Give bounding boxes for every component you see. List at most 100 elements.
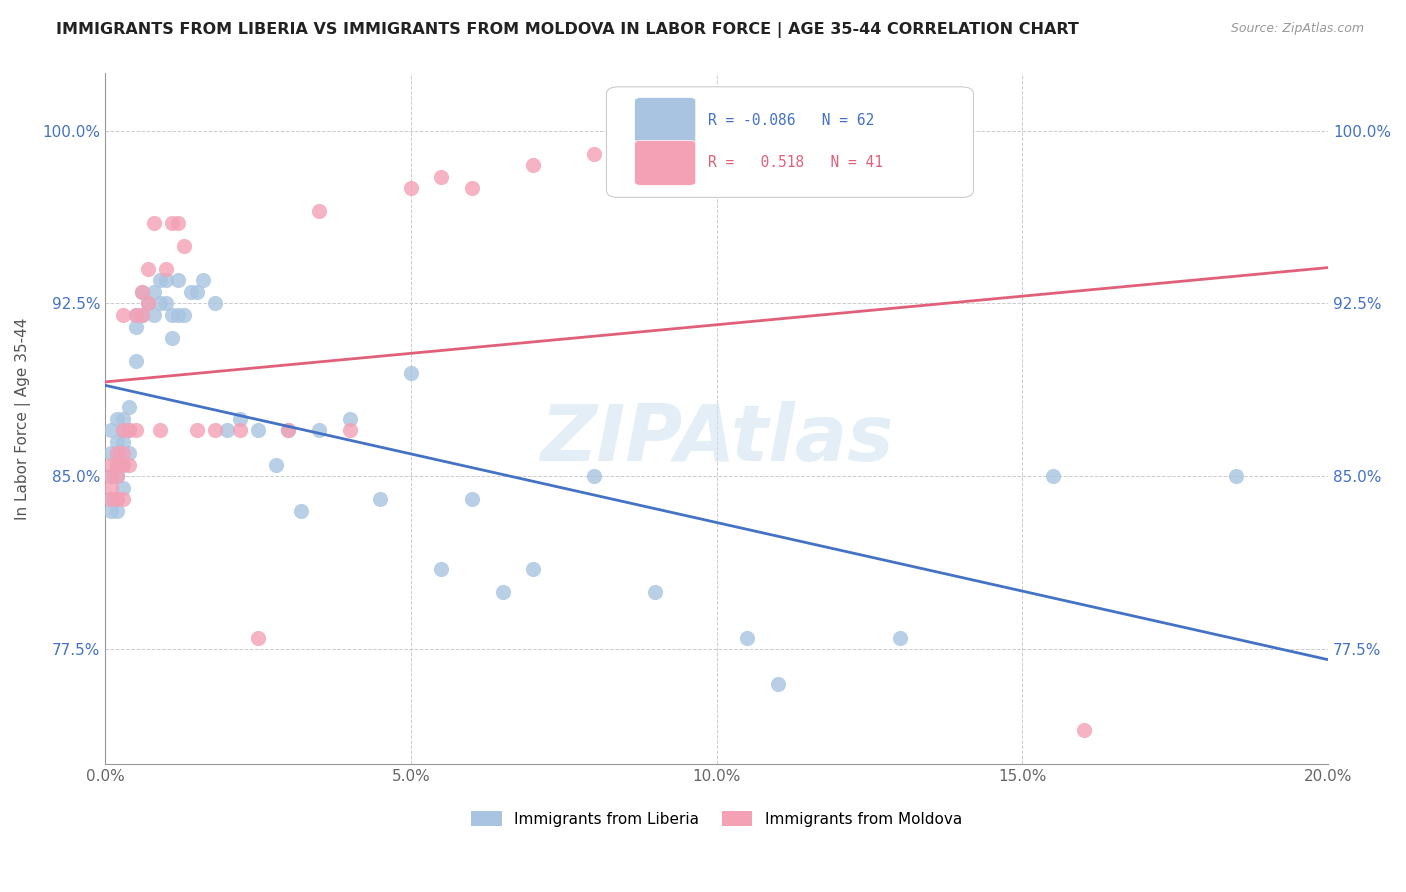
- Point: [100, 481, 122, 495]
- Point: [112, 458, 135, 472]
- Point: [142, 308, 165, 322]
- Point: [162, 308, 184, 322]
- Point: [105, 446, 128, 460]
- Legend: Immigrants from Liberia, Immigrants from Moldova: Immigrants from Liberia, Immigrants from…: [465, 805, 967, 833]
- Point: [735, 631, 758, 645]
- Point: [162, 331, 184, 345]
- Point: [1225, 469, 1247, 483]
- Point: [112, 446, 135, 460]
- Point: [173, 308, 195, 322]
- Point: [204, 296, 226, 310]
- Point: [339, 411, 361, 425]
- Point: [100, 423, 122, 437]
- Point: [1042, 469, 1064, 483]
- Point: [167, 308, 190, 322]
- Point: [124, 423, 146, 437]
- Text: Source: ZipAtlas.com: Source: ZipAtlas.com: [1230, 22, 1364, 36]
- Point: [131, 285, 153, 299]
- Point: [112, 423, 135, 437]
- Point: [167, 216, 190, 230]
- Point: [228, 411, 250, 425]
- Point: [142, 285, 165, 299]
- Point: [204, 423, 226, 437]
- Point: [461, 181, 484, 195]
- Point: [118, 458, 141, 472]
- Point: [399, 366, 422, 380]
- Point: [162, 216, 184, 230]
- Text: IMMIGRANTS FROM LIBERIA VS IMMIGRANTS FROM MOLDOVA IN LABOR FORCE | AGE 35-44 CO: IMMIGRANTS FROM LIBERIA VS IMMIGRANTS FR…: [56, 22, 1080, 38]
- Point: [522, 158, 544, 172]
- Point: [105, 492, 128, 507]
- Point: [186, 285, 208, 299]
- Point: [131, 308, 153, 322]
- FancyBboxPatch shape: [634, 97, 696, 143]
- Point: [430, 169, 453, 184]
- FancyBboxPatch shape: [634, 140, 696, 186]
- Point: [766, 677, 789, 691]
- Point: [118, 446, 141, 460]
- Point: [100, 469, 122, 483]
- Point: [124, 308, 146, 322]
- Point: [155, 261, 177, 276]
- Point: [186, 423, 208, 437]
- Point: [675, 123, 697, 137]
- Point: [308, 423, 330, 437]
- Point: [105, 458, 128, 472]
- Point: [644, 584, 666, 599]
- Point: [105, 469, 128, 483]
- Point: [430, 561, 453, 575]
- Point: [277, 423, 299, 437]
- Point: [246, 423, 269, 437]
- Point: [118, 423, 141, 437]
- FancyBboxPatch shape: [606, 87, 973, 197]
- Point: [136, 296, 159, 310]
- Point: [264, 458, 287, 472]
- Point: [105, 411, 128, 425]
- Point: [142, 216, 165, 230]
- Point: [118, 423, 141, 437]
- Point: [368, 492, 391, 507]
- Point: [131, 308, 153, 322]
- Point: [136, 296, 159, 310]
- Point: [167, 273, 190, 287]
- Point: [228, 423, 250, 437]
- Point: [100, 492, 122, 507]
- Point: [461, 492, 484, 507]
- Point: [112, 434, 135, 449]
- Point: [149, 273, 172, 287]
- Point: [889, 631, 911, 645]
- Point: [583, 146, 606, 161]
- Point: [217, 423, 239, 437]
- Point: [112, 492, 135, 507]
- Point: [124, 354, 146, 368]
- Point: [149, 296, 172, 310]
- Text: R =   0.518   N = 41: R = 0.518 N = 41: [709, 155, 883, 170]
- Point: [149, 423, 172, 437]
- Text: ZIPAtlas: ZIPAtlas: [540, 401, 893, 477]
- Point: [112, 458, 135, 472]
- Point: [100, 504, 122, 518]
- Point: [583, 469, 606, 483]
- Point: [124, 319, 146, 334]
- Point: [136, 261, 159, 276]
- Point: [308, 204, 330, 219]
- Point: [131, 285, 153, 299]
- Point: [105, 469, 128, 483]
- Point: [105, 458, 128, 472]
- Point: [290, 504, 312, 518]
- Point: [246, 631, 269, 645]
- Point: [112, 411, 135, 425]
- Point: [105, 492, 128, 507]
- Point: [105, 504, 128, 518]
- Point: [112, 423, 135, 437]
- Point: [112, 481, 135, 495]
- Point: [100, 446, 122, 460]
- Point: [105, 446, 128, 460]
- Point: [124, 308, 146, 322]
- Point: [180, 285, 202, 299]
- Point: [173, 239, 195, 253]
- Point: [339, 423, 361, 437]
- Point: [399, 181, 422, 195]
- Point: [191, 273, 214, 287]
- Point: [112, 308, 135, 322]
